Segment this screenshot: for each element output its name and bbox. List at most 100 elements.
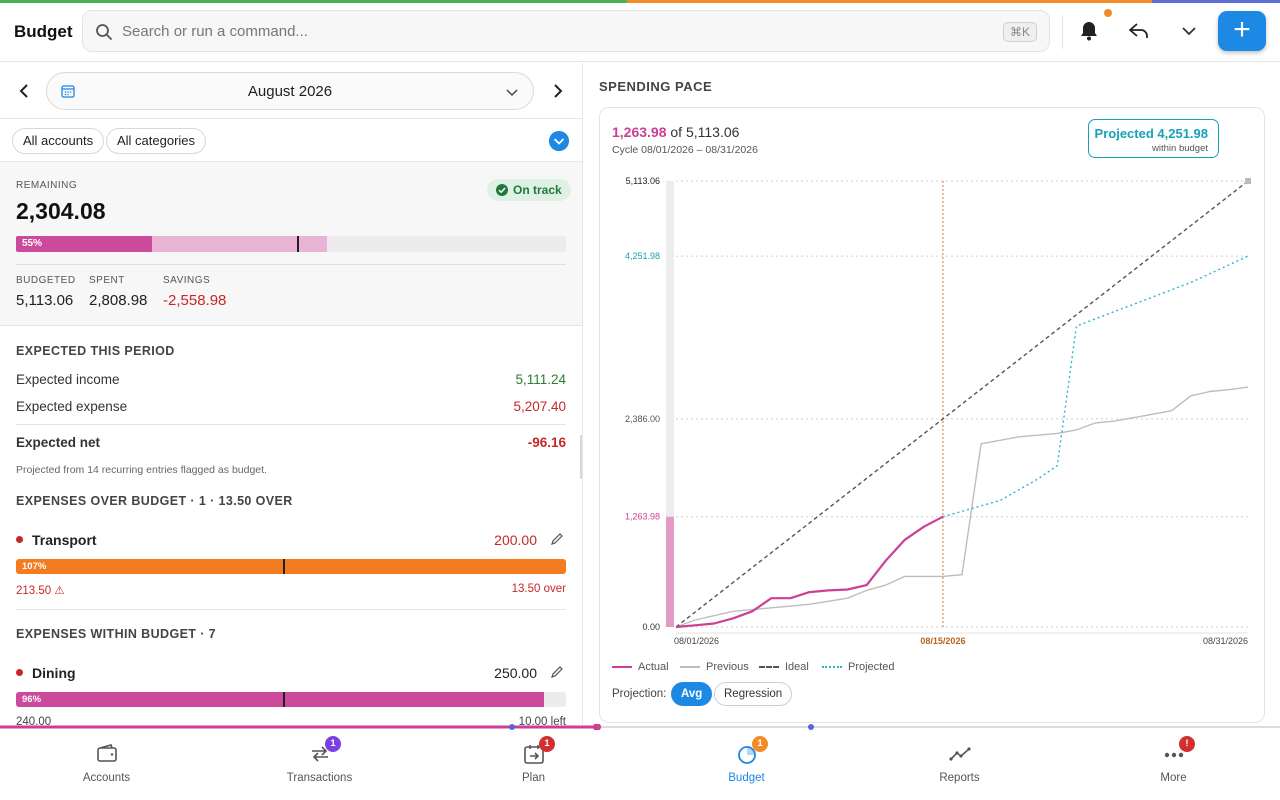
more-badge: !	[1179, 736, 1195, 752]
month-select[interactable]: August 2026	[46, 72, 534, 110]
category-budget: 200.00	[494, 532, 537, 548]
expected-title: EXPECTED THIS PERIOD	[16, 344, 175, 358]
transfer-arrows-icon	[312, 746, 328, 762]
timeline-scrubber[interactable]	[0, 724, 1280, 730]
nav-accounts[interactable]: Accounts	[0, 730, 213, 800]
scrollbar[interactable]	[580, 435, 582, 479]
budget-progress-bar: 55%	[16, 236, 566, 252]
nav-budget[interactable]: 1 Budget	[640, 730, 853, 800]
status-badge: On track	[487, 179, 571, 201]
chevron-down-icon[interactable]	[1177, 19, 1201, 43]
chevron-down-icon	[506, 89, 518, 97]
x-tick-label: 08/31/2026	[1203, 636, 1248, 646]
spending-pace-panel: SPENDING PACE 1,263.98 of 5,113.06 Cycle…	[584, 63, 1280, 725]
projection-badge: Projected 4,251.98 within budget	[1088, 119, 1219, 158]
header-divider	[1062, 15, 1063, 49]
category-dot	[16, 669, 23, 676]
series-projected-line	[942, 255, 1249, 518]
nav-label: Accounts	[82, 772, 131, 784]
projection-regression-button[interactable]: Regression	[714, 682, 793, 706]
edit-pencil-icon[interactable]	[550, 532, 564, 546]
legend-actual[interactable]: Actual	[612, 661, 669, 673]
search-icon	[96, 24, 112, 40]
edit-pencil-icon[interactable]	[550, 665, 564, 679]
over-budget-title: EXPENSES OVER BUDGET · 1 · 13.50 OVER	[16, 494, 293, 508]
y-tick-label: 2,386.00	[625, 414, 660, 424]
x-tick-label: 08/01/2026	[674, 636, 719, 646]
category-name: Dining	[32, 665, 76, 681]
category-status: 13.50 over	[511, 583, 566, 595]
more-dots-icon	[1164, 752, 1184, 758]
next-month-icon[interactable]	[548, 81, 568, 101]
cycle-range: Cycle 08/01/2026 – 08/31/2026	[612, 144, 758, 156]
categories-filter-chip[interactable]: All categories	[106, 128, 207, 154]
expand-filters-icon[interactable]	[549, 131, 569, 151]
pie-chart-icon	[738, 746, 756, 764]
nav-reports[interactable]: Reports	[853, 730, 1066, 800]
category-progress-bar: 107%	[16, 559, 566, 574]
shortcut-hint: ⌘K	[1002, 22, 1037, 42]
spending-pace-chart[interactable]: 0.00 1,263.98 2,386.00 4,251.98 5,113.06 08/0…	[600, 108, 1266, 658]
app-header: Budget Search or run a command... ⌘K +	[0, 3, 1280, 62]
progress-percent: 55%	[22, 238, 43, 249]
projection-total: Projected 4,251.98	[1094, 126, 1208, 141]
plan-badge: 1	[539, 736, 555, 752]
within-budget-title: EXPENSES WITHIN BUDGET · 7	[16, 627, 217, 641]
undo-icon[interactable]	[1127, 19, 1151, 43]
category-status: 10.00 left	[518, 716, 566, 725]
calendar-arrow-icon	[524, 745, 544, 764]
nav-label: Budget	[728, 772, 765, 784]
expected-net-value: -96.16	[527, 435, 566, 450]
nav-label: Transactions	[286, 772, 353, 784]
nav-transactions[interactable]: 1 Transactions	[213, 730, 426, 800]
y-tick-label: 1,263.98	[625, 512, 660, 522]
category-fill	[16, 559, 566, 574]
spent-stat: SPENT 2,808.98	[89, 275, 147, 309]
nav-label: More	[1160, 772, 1187, 784]
savings-value: -2,558.98	[163, 292, 227, 309]
command-search[interactable]: Search or run a command... ⌘K	[82, 10, 1050, 52]
budget-badge: 1	[752, 736, 768, 752]
spending-pace-card: 1,263.98 of 5,113.06 Cycle 08/01/2026 – …	[599, 107, 1265, 723]
divider	[16, 609, 566, 610]
budgeted-value: 5,113.06	[16, 292, 74, 309]
nav-plan[interactable]: 1 Plan	[427, 730, 640, 800]
projected-fill	[151, 236, 327, 252]
nav-label: Plan	[521, 772, 546, 784]
projection-avg-button[interactable]: Avg	[671, 682, 713, 706]
category-spent: 213.50 ⚠	[16, 585, 65, 597]
bell-icon[interactable]	[1077, 19, 1101, 43]
projection-status: within budget	[1152, 143, 1208, 154]
wallet-icon	[97, 744, 117, 762]
add-button[interactable]: +	[1218, 11, 1266, 51]
app-title: Budget	[14, 22, 73, 41]
category-spent: 240.00	[16, 716, 52, 725]
spent-summary: 1,263.98 of 5,113.06	[612, 124, 739, 140]
previous-month-icon[interactable]	[14, 81, 34, 101]
budget-summary: REMAINING 2,304.08 On track 55% BUDGETED…	[0, 162, 582, 326]
legend-previous[interactable]: Previous	[680, 661, 749, 673]
divider	[16, 264, 566, 265]
category-budget: 250.00	[494, 665, 537, 681]
legend-projected[interactable]: Projected	[822, 661, 894, 673]
spent-of-total: of 5,113.06	[670, 124, 740, 140]
category-name: Transport	[32, 532, 97, 548]
calendar-icon	[61, 85, 75, 98]
legend-ideal[interactable]: Ideal	[759, 661, 809, 673]
budget-panel: August 2026 All accounts All categories …	[0, 63, 583, 725]
expected-income-value: 5,111.24	[515, 372, 566, 387]
expected-note: Projected from 14 recurring entries flag…	[16, 464, 267, 476]
accent-strip	[0, 0, 1280, 3]
x-tick-label: 08/15/2026	[920, 636, 965, 646]
remaining-value: 2,304.08	[16, 198, 106, 224]
over-budget-dot	[16, 536, 23, 543]
projection-mode-row: Projection: Avg Regression	[612, 682, 793, 706]
notification-dot	[1104, 9, 1112, 17]
category-percent: 107%	[22, 561, 47, 572]
search-placeholder: Search or run a command...	[122, 23, 308, 40]
savings-label: SAVINGS	[163, 275, 211, 286]
category-percent: 96%	[22, 694, 42, 705]
expected-income-label: Expected income	[16, 372, 120, 387]
accounts-filter-chip[interactable]: All accounts	[12, 128, 105, 154]
nav-more[interactable]: ! More	[1067, 730, 1280, 800]
